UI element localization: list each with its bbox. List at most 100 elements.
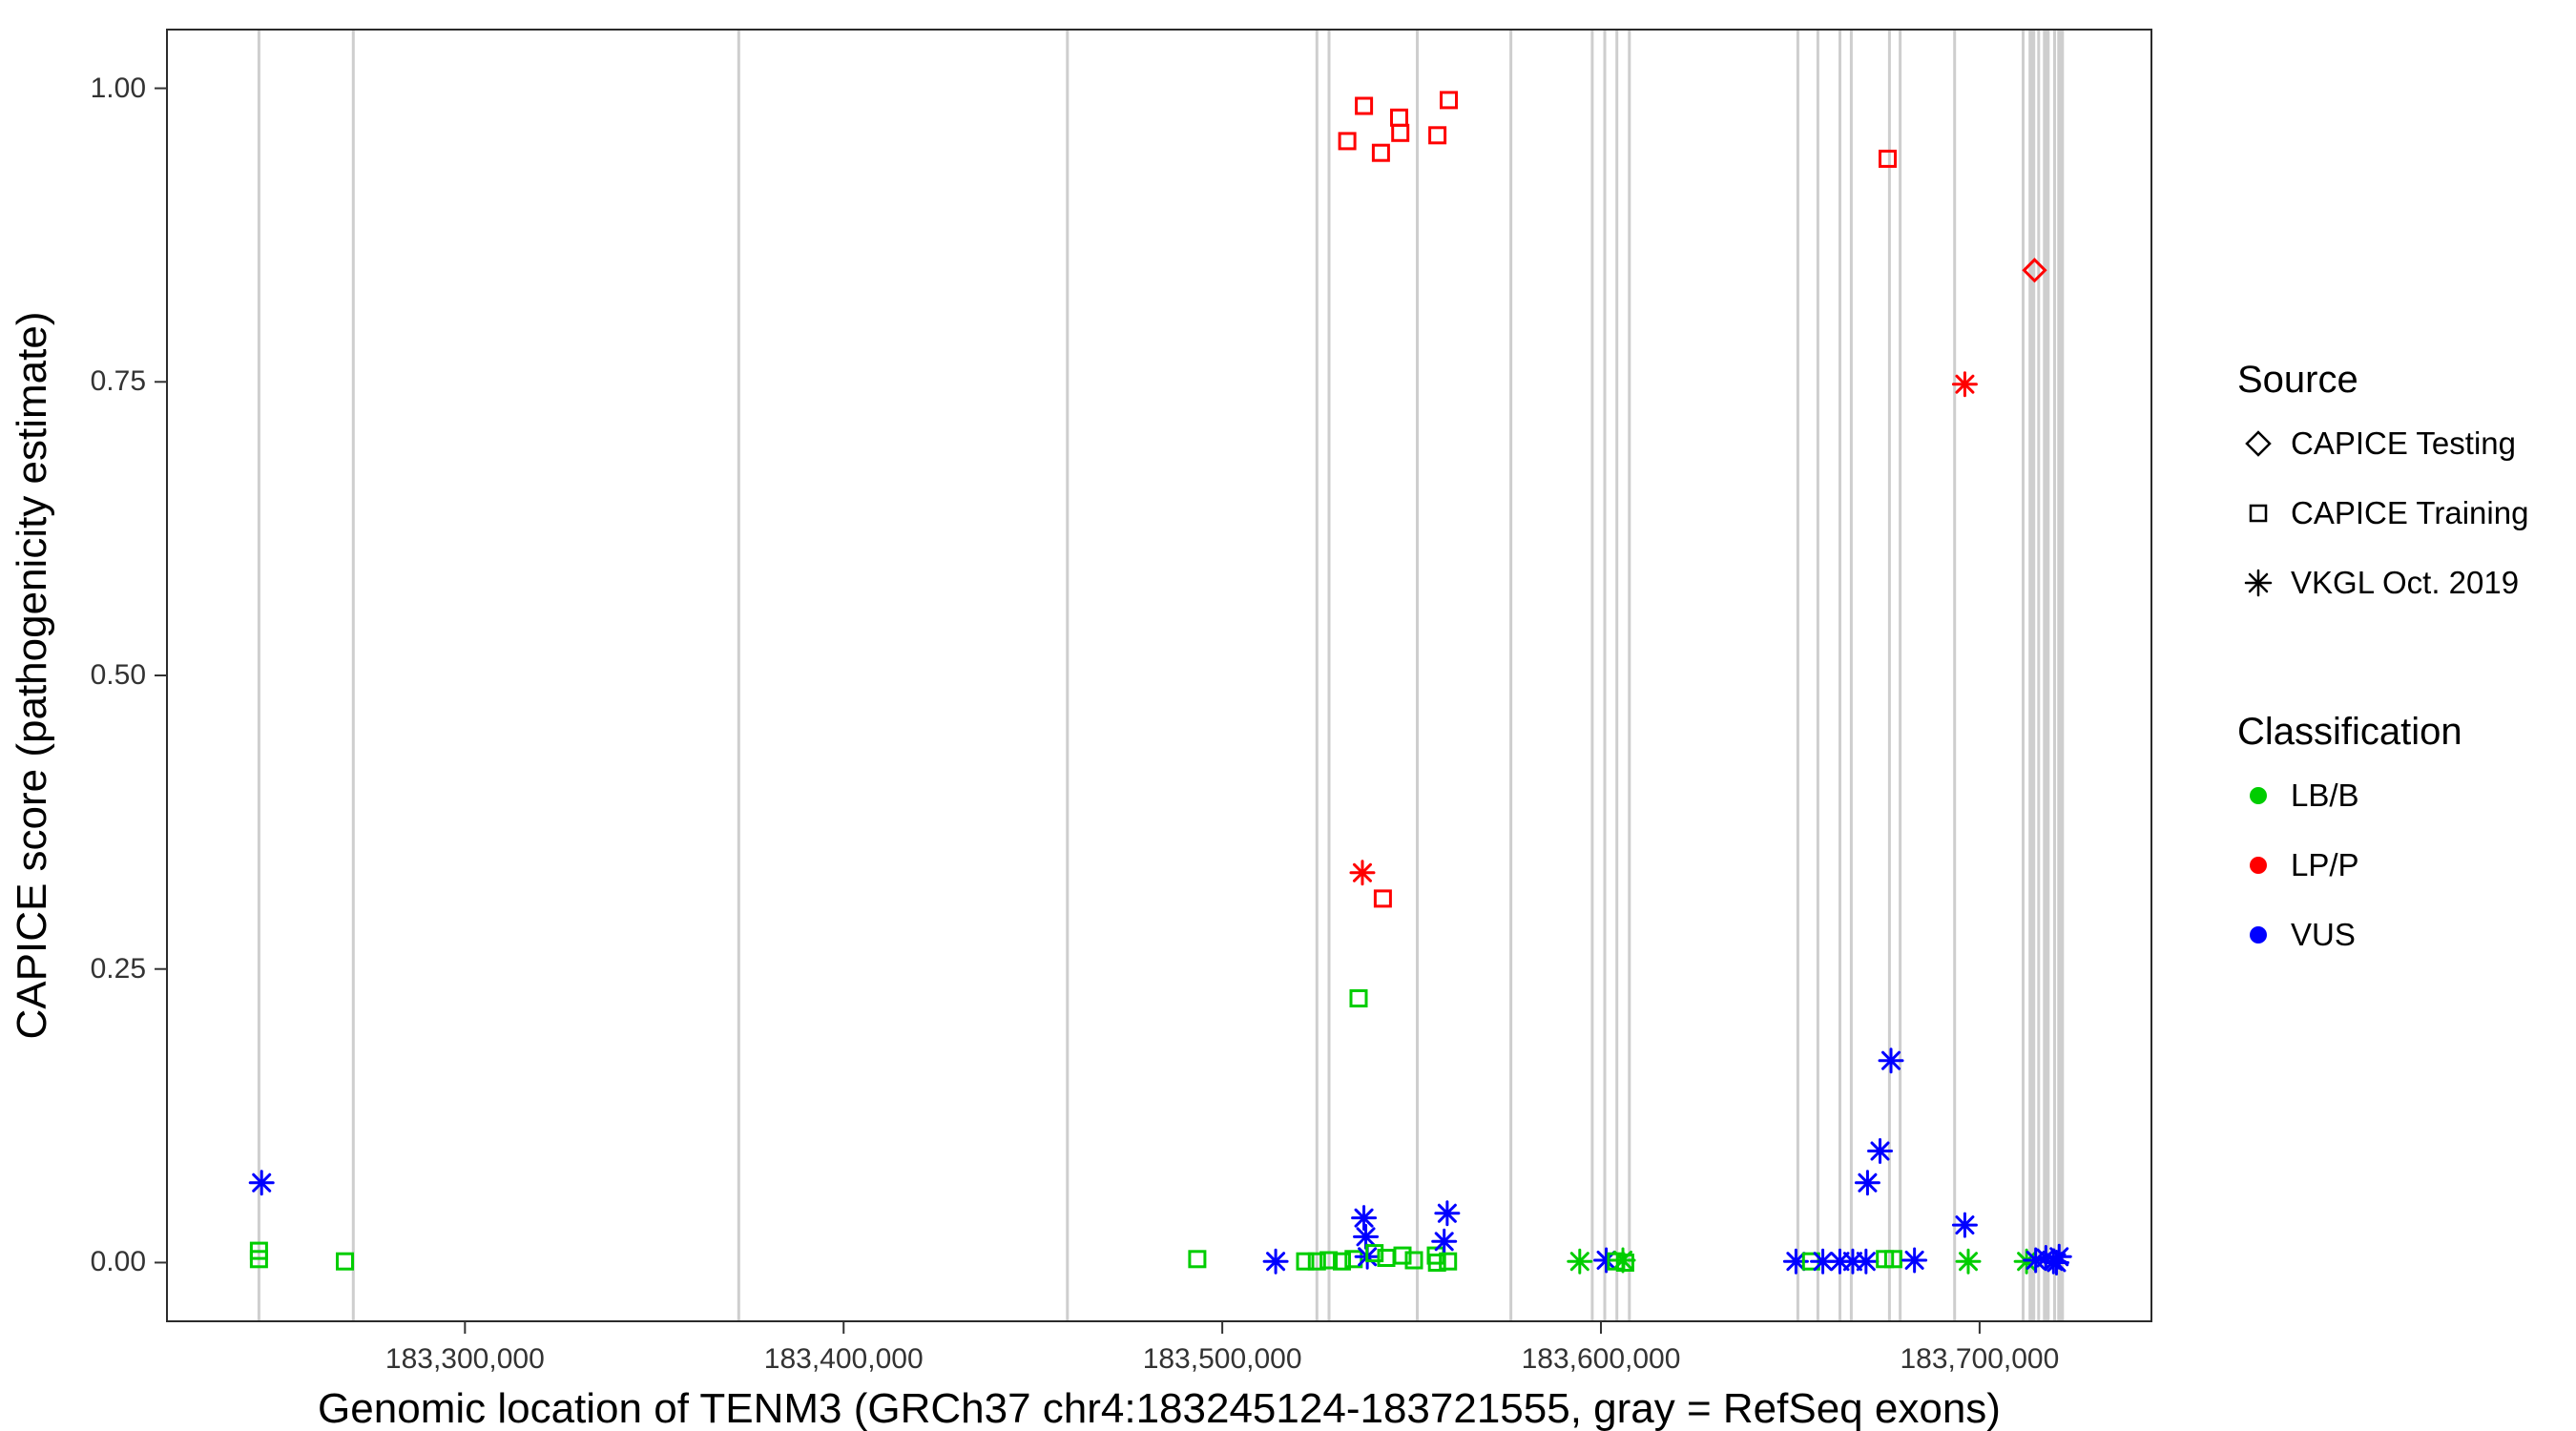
data-point-asterisk <box>1434 1200 1461 1227</box>
vus-dot-icon <box>2250 925 2267 944</box>
panel-border <box>166 29 2152 1322</box>
data-point-square <box>336 1252 354 1271</box>
vus-dot <box>2250 925 2267 944</box>
legend-item-label: LP/P <box>2291 846 2359 882</box>
x-tick-label: 183,500,000 <box>1142 1343 1302 1375</box>
data-point-square <box>1365 1244 1384 1263</box>
asterisk-arm <box>2036 1248 2056 1268</box>
legend-item-label: VUS <box>2291 916 2356 952</box>
data-point-square <box>1307 1252 1326 1271</box>
legend-item-vkgl: VKGL Oct. 2019 <box>2237 548 2528 617</box>
data-point-square <box>1440 91 1458 110</box>
asterisk-arm <box>1955 374 1975 394</box>
data-point-square <box>1349 989 1368 1007</box>
data-point-square <box>1344 1250 1363 1269</box>
legend-item-lbb: LB/B <box>2237 760 2528 830</box>
asterisk-arm <box>1437 1203 1457 1223</box>
data-point-asterisk <box>2043 1249 2069 1275</box>
legend-classification-title: Classification <box>2237 710 2462 753</box>
data-point-asterisk <box>1262 1248 1289 1275</box>
data-point-square <box>1338 132 1357 151</box>
legend-source-title: Source <box>2237 358 2358 401</box>
asterisk-arm <box>1856 1252 1876 1272</box>
data-point-square <box>1404 1251 1423 1270</box>
asterisk-glyph <box>2244 569 2273 596</box>
y-axis-title: CAPICE score (pathogenicity estimate) <box>9 311 55 1040</box>
asterisk-arm <box>1870 1141 1890 1161</box>
data-point-square <box>1296 1252 1315 1271</box>
data-point-square <box>1393 1246 1412 1265</box>
asterisk-arm <box>1842 1252 1862 1272</box>
data-point-asterisk <box>1878 1047 1904 1074</box>
y-tick-label: 0.75 <box>90 365 146 398</box>
asterisk-arm <box>1356 1227 1376 1247</box>
data-point-square <box>249 1250 268 1269</box>
x-tick-label: 183,600,000 <box>1521 1343 1681 1375</box>
data-point-diamond <box>2022 258 2047 283</box>
data-point-asterisk <box>1853 1248 1880 1275</box>
data-point-asterisk <box>1901 1247 1928 1274</box>
lbb-dot <box>2250 786 2267 804</box>
lbb-dot-icon <box>2250 786 2267 804</box>
data-point-square <box>1319 1251 1339 1270</box>
square-glyph <box>2249 504 2268 522</box>
legend-item-capice-training: CAPICE Training <box>2237 478 2528 548</box>
asterisk-arm <box>252 1172 272 1192</box>
lpp-dot <box>2250 856 2267 874</box>
data-point-asterisk <box>1854 1170 1880 1196</box>
data-point-asterisk <box>1610 1247 1636 1274</box>
data-point-asterisk <box>1951 1212 1978 1238</box>
x-axis-title: Genomic location of TENM3 (GRCh37 chr4:1… <box>318 1385 2001 1431</box>
data-point-square <box>1373 889 1392 908</box>
asterisk-arm <box>1354 1208 1374 1228</box>
data-point-asterisk <box>1951 371 1978 398</box>
legend: Source CAPICE Testing CAPICE Training <box>2237 351 2528 969</box>
y-tick-label: 0.00 <box>90 1246 146 1278</box>
x-tick-label: 183,700,000 <box>1900 1343 2060 1375</box>
asterisk-arm <box>2046 1253 2067 1273</box>
y-tick-label: 1.00 <box>90 72 146 104</box>
data-point-square <box>1188 1250 1207 1269</box>
legend-item-capice-testing: CAPICE Testing <box>2237 408 2528 478</box>
lpp-dot-icon <box>2250 856 2267 874</box>
asterisk-arm <box>1881 1050 1901 1070</box>
data-point-square <box>1879 149 1897 168</box>
data-point-asterisk <box>1867 1138 1894 1165</box>
data-point-asterisk <box>1351 1205 1378 1232</box>
data-point-square <box>1390 108 1408 127</box>
legend-item-label: LB/B <box>2291 777 2359 813</box>
legend-item-lpp: LP/P <box>2237 830 2528 900</box>
legend-item-vus: VUS <box>2237 900 2528 969</box>
legend-item-label: CAPICE Testing <box>2291 425 2516 461</box>
data-point-square <box>1615 1254 1634 1272</box>
asterisk-arm <box>1813 1252 1833 1272</box>
data-point-asterisk <box>248 1170 275 1196</box>
legend-item-label: CAPICE Training <box>2291 494 2529 530</box>
asterisk-arm <box>1352 862 1372 882</box>
data-point-square <box>1883 1250 1902 1269</box>
square-icon <box>2249 504 2268 522</box>
data-point-square <box>1427 1254 1446 1272</box>
data-point-square <box>1371 143 1390 162</box>
asterisk-arm <box>1958 1252 1978 1272</box>
legend-item-label: VKGL Oct. 2019 <box>2291 564 2520 600</box>
data-point-square <box>1391 123 1410 142</box>
data-point-asterisk <box>1955 1248 1982 1275</box>
data-point-square <box>1355 96 1374 115</box>
asterisk-arm <box>1858 1172 1878 1192</box>
diamond-icon <box>2245 429 2272 457</box>
asterisk-arm <box>1904 1250 1924 1270</box>
asterisk-arm <box>1569 1252 1589 1272</box>
data-point-asterisk <box>1349 860 1376 886</box>
asterisk-arm <box>1955 1215 1975 1235</box>
data-point-square <box>1428 126 1447 145</box>
asterisk-arm <box>1786 1252 1806 1272</box>
data-point-square <box>1333 1252 1351 1271</box>
data-point-square <box>1439 1252 1458 1271</box>
x-tick-label: 183,300,000 <box>384 1343 545 1375</box>
data-point-asterisk <box>1353 1223 1380 1250</box>
y-tick-label: 0.25 <box>90 952 146 985</box>
diamond-glyph <box>2245 429 2272 457</box>
